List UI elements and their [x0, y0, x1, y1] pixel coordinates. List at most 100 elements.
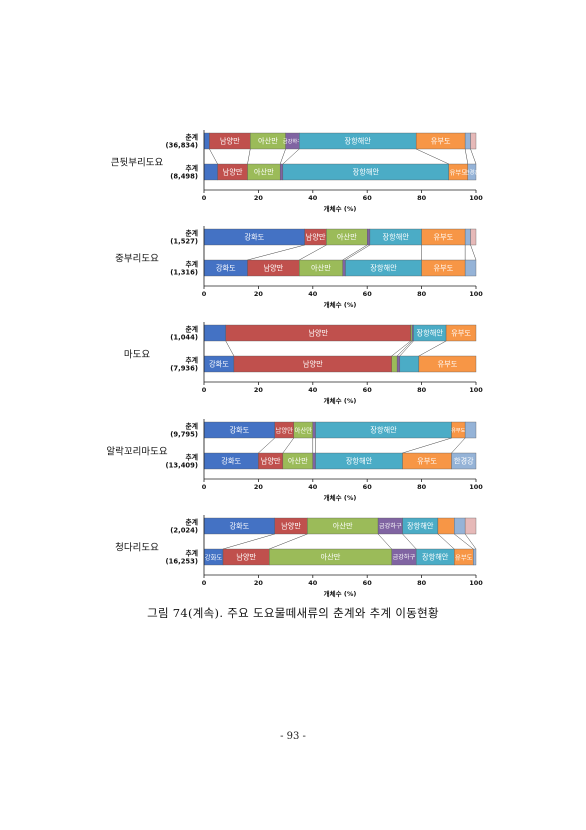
segment-label: 아산만 [333, 522, 353, 531]
connector-line [342, 244, 368, 261]
x-tick-label: 80 [417, 386, 427, 394]
segment-label: 남양만 [220, 137, 240, 146]
x-tick-label: 100 [469, 386, 483, 394]
segment-label: 장항해안 [417, 329, 444, 338]
connector-line [454, 533, 474, 550]
connector-line [399, 340, 414, 357]
x-axis-title: 개체수 (%) [324, 300, 357, 309]
x-tick-label: 60 [363, 483, 373, 491]
segment-label: 남양만 [303, 360, 323, 369]
connector-line [416, 148, 449, 165]
season-label: 춘계 [185, 133, 198, 142]
total-count: (1,316) [170, 269, 198, 277]
x-tick-label: 80 [417, 290, 427, 298]
x-tick-label: 20 [254, 194, 264, 202]
total-count: (7,936) [170, 365, 198, 373]
bar-segment [203, 132, 210, 150]
segment-label: 남양만 [306, 233, 326, 242]
segment-label: 한경강 [465, 169, 480, 176]
connector-line [279, 148, 286, 165]
connector-line [247, 244, 305, 261]
season-label: 추계 [185, 164, 198, 173]
bar-segment [464, 259, 477, 277]
connector-line [470, 148, 477, 165]
segment-label: 장항해안 [383, 233, 410, 242]
species-label: 마도요 [124, 350, 150, 361]
bar-segment [418, 355, 477, 373]
x-tick-label: 80 [417, 483, 427, 491]
bar-segment [473, 548, 477, 566]
page-number: - 93 - [280, 731, 306, 742]
segment-label: 아산만 [337, 233, 357, 242]
bar-segment [203, 163, 218, 181]
bar-segment [464, 132, 471, 150]
segment-label: 금강하구 [283, 137, 302, 145]
connector-line [464, 533, 477, 550]
connector-line [402, 437, 452, 454]
x-tick-label: 40 [308, 483, 318, 491]
segment-label: 유부도 [450, 168, 468, 176]
connector-line [345, 244, 371, 261]
x-tick-label: 60 [363, 386, 373, 394]
connector-line [225, 340, 235, 357]
segment-label: 강화도 [229, 426, 249, 435]
x-tick-label: 40 [308, 290, 318, 298]
segment-label: 유부도 [431, 137, 451, 146]
connector-line [258, 437, 275, 454]
x-tick-label: 20 [254, 386, 264, 394]
season-label: 춘계 [185, 325, 198, 334]
segment-label: 아산만 [254, 168, 274, 177]
x-tick-label: 20 [254, 579, 264, 587]
segment-label: 장항해안 [407, 522, 434, 531]
total-count: (1,044) [170, 334, 198, 342]
segment-label: 장항해안 [353, 168, 380, 177]
bar-segment [312, 452, 316, 470]
connector-line [269, 533, 308, 550]
total-count: (9,795) [170, 431, 198, 439]
segment-label: 유부도 [433, 233, 453, 242]
bar-segment [437, 517, 455, 535]
bar-segment [279, 163, 284, 181]
bar-segment [454, 517, 466, 535]
segment-label: 강화도 [221, 457, 241, 466]
x-tick-label: 80 [417, 194, 427, 202]
bar-segment [445, 324, 477, 342]
segment-label: 유부도 [451, 329, 471, 338]
segment-label: 한경강 [454, 457, 474, 466]
total-count: (13,409) [166, 462, 198, 470]
connector-line [299, 244, 327, 261]
segment-label: 장항해안 [370, 264, 397, 273]
segment-label: 유부도 [433, 264, 453, 273]
connector-line [222, 533, 275, 550]
species-label: 알락꼬리마도요 [106, 446, 167, 458]
segment-label: 금강하구 [379, 522, 402, 530]
segment-label: 강화도 [205, 552, 223, 561]
connector-line [209, 148, 218, 165]
connector-line [247, 148, 251, 165]
bar-segment [203, 324, 226, 342]
segment-label: 남양만 [281, 522, 301, 531]
total-count: (36,834) [166, 142, 198, 150]
segment-label: 아산만 [288, 457, 308, 466]
segment-label: 장항해안 [344, 137, 371, 146]
segment-label: 아산만 [258, 137, 278, 146]
total-count: (1,527) [170, 238, 198, 246]
x-tick-label: 60 [363, 290, 373, 298]
segment-label: 남양만 [261, 457, 281, 466]
segment-label: 장항해안 [346, 457, 373, 466]
bar-segment [467, 163, 477, 181]
segment-label: 아산만 [311, 264, 331, 273]
connector-line [451, 437, 466, 454]
x-axis-title: 개체수 (%) [324, 204, 357, 213]
segment-label: 남양만 [308, 329, 328, 338]
connector-line [418, 340, 447, 357]
x-tick-label: 100 [469, 579, 483, 587]
segment-label: 유부도 [455, 553, 473, 561]
bar-segment [312, 421, 316, 439]
x-axis-title: 개체수 (%) [324, 396, 357, 405]
connector-line [402, 533, 417, 550]
segment-label: 유부도 [417, 457, 437, 466]
connector-line [391, 340, 411, 357]
x-tick-label: 40 [308, 579, 318, 587]
